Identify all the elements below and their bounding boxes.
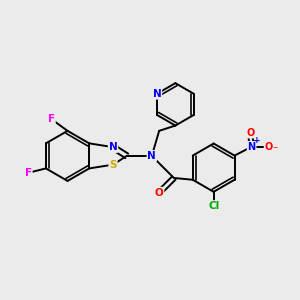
Text: ⁻: ⁻ [273,145,278,155]
Text: F: F [48,114,55,124]
Text: O: O [265,142,273,152]
Text: S: S [109,160,117,170]
Text: N: N [153,89,161,99]
Text: N: N [109,142,117,152]
Text: O: O [246,128,254,138]
Text: N: N [248,142,256,152]
Text: F: F [25,168,32,178]
Text: Cl: Cl [208,201,219,211]
Text: O: O [155,188,164,198]
Text: +: + [253,136,261,146]
Text: N: N [147,151,156,161]
